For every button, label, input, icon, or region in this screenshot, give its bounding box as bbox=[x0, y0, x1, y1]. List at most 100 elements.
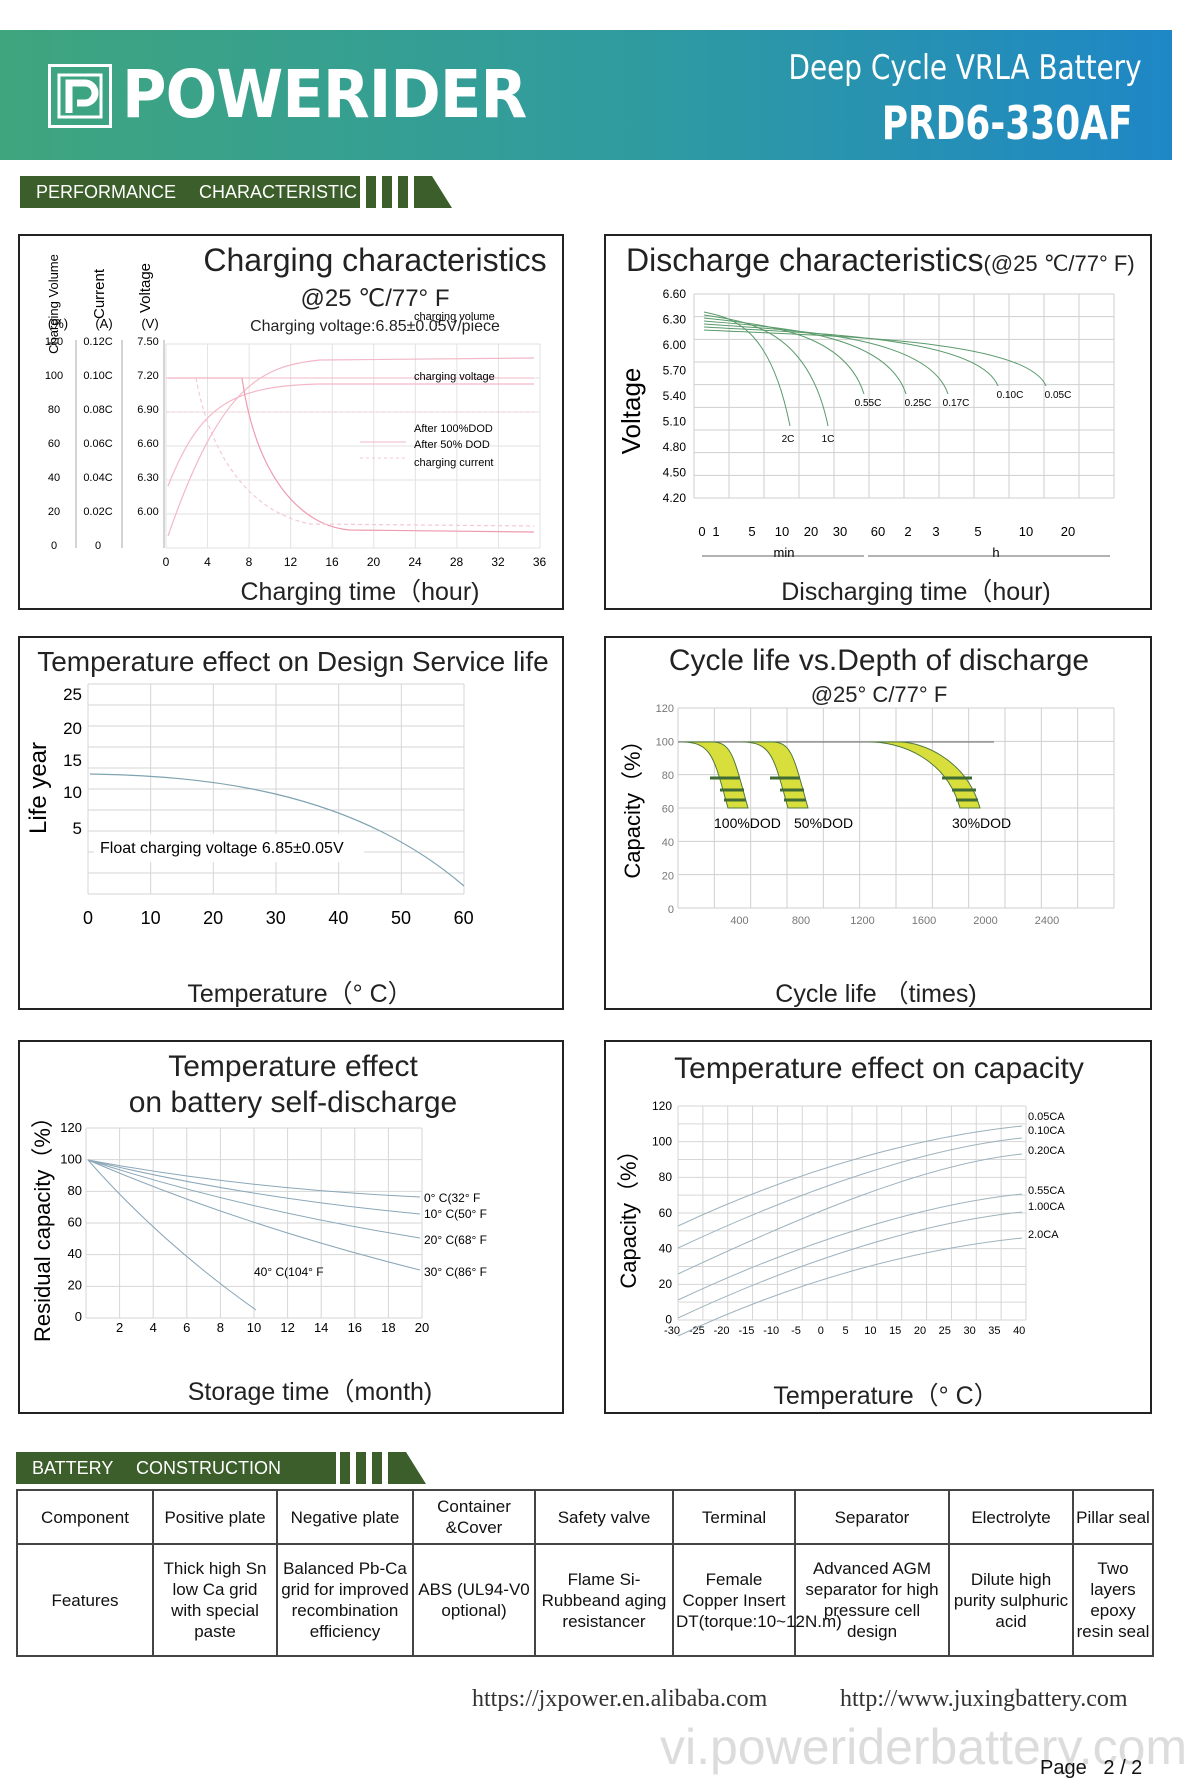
discharge-title-suffix: (@25 ℃/77° F) bbox=[983, 251, 1135, 276]
voltage-tick-label: 7.50 bbox=[137, 336, 158, 348]
charging-title: Charging characteristics bbox=[203, 242, 547, 278]
x-tick-label: 400 bbox=[730, 915, 748, 927]
self-discharge-title-1: Temperature effect bbox=[168, 1050, 418, 1083]
logo-icon bbox=[48, 64, 112, 128]
header-cell: Pillar seal bbox=[1072, 1489, 1154, 1545]
header-cell: Component bbox=[16, 1489, 154, 1545]
x-tick-label: 2 bbox=[116, 1320, 123, 1335]
y-tick-label: 6.30 bbox=[663, 313, 687, 327]
y-tick-label: 15 bbox=[63, 751, 82, 770]
discharge-curve bbox=[703, 323, 949, 395]
x-tick-label: 20 bbox=[367, 555, 381, 569]
volume-tick-label: 0 bbox=[51, 540, 57, 552]
y-tick-label: 100 bbox=[656, 737, 674, 749]
x-tick-label: 4 bbox=[150, 1320, 157, 1335]
x-tick-label: 2000 bbox=[973, 915, 997, 927]
dod-label: 50%DOD bbox=[794, 815, 853, 831]
charging-note: Charging voltage:6.85±0.05V/piece bbox=[250, 318, 500, 335]
header-cell: Terminal bbox=[672, 1489, 796, 1545]
temp-capacity-title: Temperature effect on capacity bbox=[674, 1052, 1084, 1085]
service-life-xlabel: Temperature（° C） bbox=[187, 980, 413, 1008]
y-tick-label: 5.40 bbox=[663, 389, 687, 403]
x-tick-label: 0 bbox=[83, 908, 93, 928]
x-tick-label: 60 bbox=[454, 908, 474, 928]
x-tick-label: 14 bbox=[314, 1320, 328, 1335]
discharge-chart-panel: Discharge characteristics(@25 ℃/77° F) V… bbox=[604, 234, 1152, 610]
y-tick-label: 20 bbox=[68, 1278, 82, 1293]
x-tick-label: 10 bbox=[864, 1325, 876, 1337]
discharge-curve bbox=[703, 320, 907, 395]
feature-cell: Advanced AGM separator for high pressure… bbox=[794, 1543, 950, 1657]
x-tick-label: 5 bbox=[748, 524, 755, 539]
volume-axis-title: Charging Volume bbox=[46, 254, 61, 354]
x-tick-label: 40 bbox=[1013, 1325, 1025, 1337]
x-tick-label: 18 bbox=[381, 1320, 395, 1335]
charging-curve-label: After 100%DOD bbox=[414, 423, 493, 435]
x-tick-label: 2400 bbox=[1035, 915, 1059, 927]
volume-tick-label: 80 bbox=[48, 404, 60, 416]
footer-link-alibaba[interactable]: https://jxpower.en.alibaba.com bbox=[472, 1686, 768, 1712]
y-tick-label: 0 bbox=[75, 1309, 82, 1324]
annotation-bg bbox=[94, 834, 364, 862]
x-tick-label: 20 bbox=[1061, 524, 1075, 539]
dod-band-shade bbox=[770, 776, 806, 802]
x-tick-label: 8 bbox=[217, 1320, 224, 1335]
self-discharge-curve bbox=[87, 1159, 421, 1239]
feature-cell: Balanced Pb-Ca grid for improved recombi… bbox=[276, 1543, 414, 1657]
voltage-tick-label: 6.00 bbox=[137, 506, 158, 518]
cycle-life-title: Cycle life vs.Depth of discharge bbox=[668, 644, 1090, 677]
x-tick-label: 1 bbox=[712, 524, 719, 539]
charging-xlabel: Charging time（hour) bbox=[240, 578, 480, 606]
current-axis-title: Current bbox=[91, 268, 108, 319]
voltage-tick-label: 6.60 bbox=[137, 438, 158, 450]
temp-capacity-curve-label: 0.10CA bbox=[1028, 1125, 1065, 1137]
y-tick-label: 60 bbox=[68, 1215, 82, 1230]
page-number: Page 2 / 2 bbox=[1040, 1757, 1142, 1780]
self-discharge-curve bbox=[87, 1159, 421, 1271]
x-tick-label: 0 bbox=[698, 524, 705, 539]
y-tick-label: 4.80 bbox=[663, 440, 687, 454]
y-tick-label: 80 bbox=[659, 1170, 673, 1184]
voltage-axis-unit: (V) bbox=[141, 316, 158, 331]
y-tick-label: 4.50 bbox=[663, 466, 687, 480]
footer-link-website[interactable]: http://www.juxingbattery.com bbox=[840, 1686, 1128, 1712]
unit-h-label: h bbox=[992, 545, 999, 560]
x-tick-label: 8 bbox=[246, 555, 253, 569]
x-tick-label: 20 bbox=[203, 908, 223, 928]
x-tick-label: 5 bbox=[843, 1325, 849, 1337]
y-tick-label: 40 bbox=[659, 1241, 673, 1255]
voltage-tick-label: 7.20 bbox=[137, 370, 158, 382]
x-tick-label: 28 bbox=[450, 555, 464, 569]
x-tick-label: 12 bbox=[280, 1320, 294, 1335]
header-cell: Positive plate bbox=[152, 1489, 278, 1545]
section-performance: PERFORMANCE CHARACTERISTIC bbox=[20, 176, 360, 208]
y-tick-label: 120 bbox=[652, 1099, 672, 1113]
y-tick-label: 40 bbox=[68, 1246, 82, 1261]
page-value: 2 / 2 bbox=[1103, 1757, 1143, 1779]
dod-label: 100%DOD bbox=[714, 815, 781, 831]
discharge-curve bbox=[703, 311, 791, 427]
temp-capacity-curve-label: 1.00CA bbox=[1028, 1201, 1065, 1213]
discharge-curve-label: 0.10C bbox=[997, 390, 1024, 401]
charging-chart: Charging Volume(%) Current(A) Voltage (V) 12… bbox=[45, 254, 547, 569]
voltage-axis-title: Voltage bbox=[137, 263, 154, 313]
header-cell: Safety valve bbox=[534, 1489, 674, 1545]
y-tick-label: 60 bbox=[662, 804, 674, 816]
x-tick-label: 1600 bbox=[912, 915, 936, 927]
x-tick-label: 36 bbox=[533, 555, 547, 569]
self-discharge-curve bbox=[87, 1159, 421, 1215]
temp-capacity-curve bbox=[677, 1137, 1023, 1249]
y-tick-label: 5 bbox=[73, 819, 82, 838]
x-tick-label: 3 bbox=[932, 524, 939, 539]
x-tick-label: 32 bbox=[491, 555, 505, 569]
discharge-curve-label: 0.25C bbox=[905, 398, 932, 409]
dod-band-shade bbox=[942, 776, 978, 802]
x-tick-label: 1200 bbox=[850, 915, 874, 927]
header-cell: Negative plate bbox=[276, 1489, 414, 1545]
x-tick-label: 20 bbox=[914, 1325, 926, 1337]
header-cell: Separator bbox=[794, 1489, 950, 1545]
x-tick-label: 35 bbox=[988, 1325, 1000, 1337]
x-tick-label: 50 bbox=[391, 908, 411, 928]
